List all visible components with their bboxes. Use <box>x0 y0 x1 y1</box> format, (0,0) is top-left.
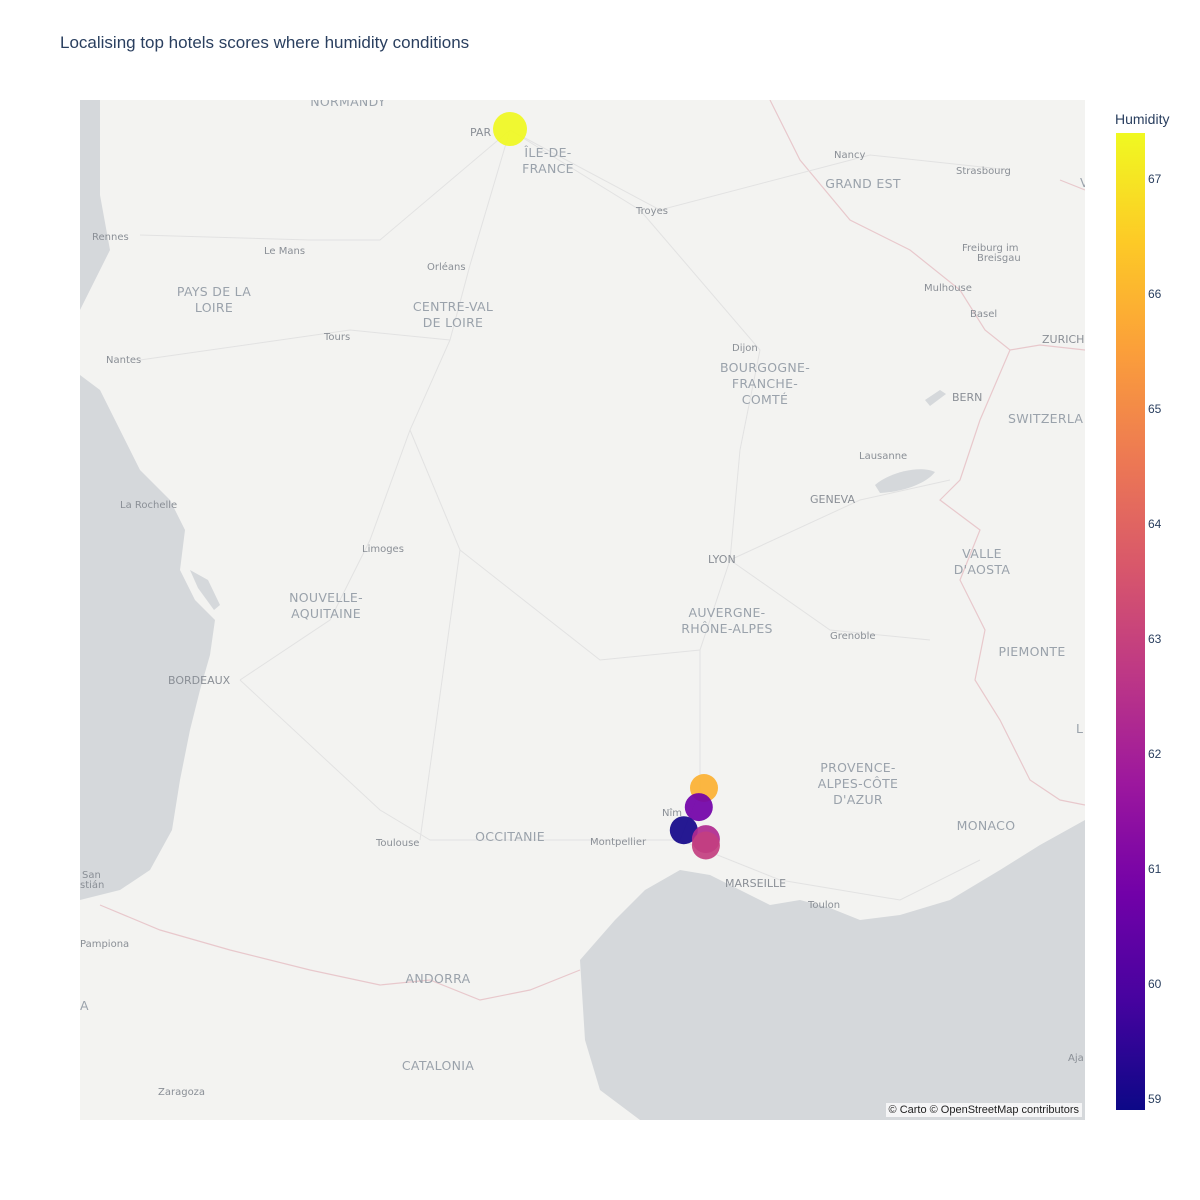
label-basel: Basel <box>970 309 997 320</box>
label-freiburg-1: Freiburg im <box>962 243 1019 254</box>
border-lines <box>99 100 1085 1001</box>
label-normandy: NORMANDY <box>310 100 386 109</box>
label-troyes: Troyes <box>635 206 668 217</box>
label-lausanne: Lausanne <box>859 451 907 462</box>
label-marseille: MARSEILLE <box>725 877 786 890</box>
label-catalonia: CATALONIA <box>402 1058 474 1073</box>
page-title: Localising top hotels scores where humid… <box>60 33 470 52</box>
colorbar-tick: 63 <box>1148 631 1162 646</box>
label-centre-val-1: CENTRE-VAL <box>413 299 493 314</box>
label-ile-de-france-1: ÎLE-DE- <box>523 145 571 160</box>
label-grenoble: Grenoble <box>830 631 876 642</box>
colorbar-tick: 66 <box>1148 286 1162 301</box>
label-zaragoza: Zaragoza <box>158 1087 205 1098</box>
label-andorra: ANDORRA <box>406 971 471 986</box>
label-nouvelle-aquitaine-2: AQUITAINE <box>291 606 361 621</box>
label-bourgogne-2: FRANCHE- <box>732 376 798 391</box>
label-le-mans: Le Mans <box>264 246 305 257</box>
label-bern: BERN <box>952 391 982 404</box>
label-toulouse: Toulouse <box>375 838 419 849</box>
label-paris: PAR <box>470 126 491 139</box>
label-nouvelle-aquitaine-1: NOUVELLE- <box>289 590 363 605</box>
label-provence-3: D'AZUR <box>833 792 883 807</box>
label-ile-de-france-2: FRANCE <box>522 161 574 176</box>
label-aja: Aja <box>1068 1053 1084 1064</box>
label-auvergne-1: AUVERGNE- <box>689 605 766 620</box>
label-valle-1: VALLE <box>962 546 1002 561</box>
colorbar-tick: 67 <box>1148 171 1162 186</box>
label-bordeaux: BORDEAUX <box>168 674 231 687</box>
paris-point[interactable] <box>493 112 527 146</box>
label-auvergne-2: RHÔNE-ALPES <box>681 621 773 636</box>
lunel-point[interactable] <box>669 816 698 845</box>
colorbar-tick: 65 <box>1148 401 1162 416</box>
label-v-edge: V <box>1080 175 1085 190</box>
label-pays-de-la-loire-2: LOIRE <box>195 300 233 315</box>
road-network <box>139 129 1011 901</box>
label-freiburg-2: Breisgau <box>977 253 1021 264</box>
label-geneva: GENEVA <box>810 493 855 506</box>
label-monaco: MONACO <box>957 818 1016 833</box>
arles-point-2[interactable] <box>691 831 720 860</box>
colorbar-tick: 62 <box>1148 746 1162 761</box>
map-canvas[interactable]: NORMANDY PAR ÎLE-DE- FRANCE Nancy Strasb… <box>80 100 1085 1120</box>
label-grand-est: GRAND EST <box>825 176 901 191</box>
label-occitanie: OCCITANIE <box>475 829 545 844</box>
label-piemonte: PIEMONTE <box>998 644 1065 659</box>
label-pampiona: Pampiona <box>80 939 129 950</box>
label-nimes: Nîm <box>662 807 682 819</box>
label-nantes: Nantes <box>106 355 141 366</box>
gironde-estuary <box>190 570 220 610</box>
label-a-edge: A <box>80 998 89 1013</box>
label-lyon: LYON <box>708 553 736 566</box>
label-provence-2: ALPES-CÔTE <box>818 776 899 791</box>
atlantic-ocean <box>80 100 215 900</box>
label-strasbourg: Strasbourg <box>956 166 1011 177</box>
label-valle-2: D'AOSTA <box>954 562 1011 577</box>
label-dijon: Dijon <box>732 343 758 354</box>
map-attribution[interactable]: © Carto © OpenStreetMap contributors <box>885 1103 1082 1117</box>
label-pays-de-la-loire-1: PAYS DE LA <box>177 284 251 299</box>
map-view[interactable]: NORMANDY PAR ÎLE-DE- FRANCE Nancy Strasb… <box>80 100 1085 1120</box>
map-labels: NORMANDY PAR ÎLE-DE- FRANCE Nancy Strasb… <box>80 100 1085 1098</box>
label-san-2: stián <box>80 879 104 891</box>
label-switzerland: SWITZERLA <box>1008 411 1083 426</box>
label-provence-1: PROVENCE- <box>820 760 895 775</box>
label-centre-val-2: DE LOIRE <box>423 315 484 330</box>
colorbar-tick: 59 <box>1148 1091 1162 1106</box>
label-orleans: Orléans <box>427 261 466 273</box>
points-layer <box>493 112 720 860</box>
label-tours: Tours <box>323 332 350 343</box>
label-zurich: ZURICH <box>1042 333 1084 346</box>
colorbar-title: Humidity <box>1115 111 1170 127</box>
label-la-rochelle: La Rochelle <box>120 500 177 511</box>
label-montpellier: Montpellier <box>590 837 647 848</box>
label-nancy: Nancy <box>834 150 865 161</box>
nimes-point[interactable] <box>684 793 713 822</box>
lake-geneva <box>875 469 935 493</box>
colorbar <box>1116 133 1145 1110</box>
label-bourgogne-3: COMTÉ <box>742 392 788 407</box>
colorbar-ticks: 59 60 61 62 63 64 65 66 67 <box>1148 133 1188 1110</box>
colorbar-tick: 61 <box>1148 861 1162 876</box>
lake-neuchatel <box>925 390 946 406</box>
label-bourgogne-1: BOURGOGNE- <box>720 360 810 375</box>
label-toulon: Toulon <box>807 900 840 911</box>
colorbar-tick: 64 <box>1148 516 1162 531</box>
label-san-1: San <box>82 870 101 881</box>
mediterranean-sea <box>580 820 1085 1120</box>
colorbar-tick: 60 <box>1148 976 1162 991</box>
label-limoges: Limoges <box>362 544 404 555</box>
label-mulhouse: Mulhouse <box>924 283 972 294</box>
label-l-edge: L <box>1076 721 1083 736</box>
label-rennes: Rennes <box>92 232 129 243</box>
